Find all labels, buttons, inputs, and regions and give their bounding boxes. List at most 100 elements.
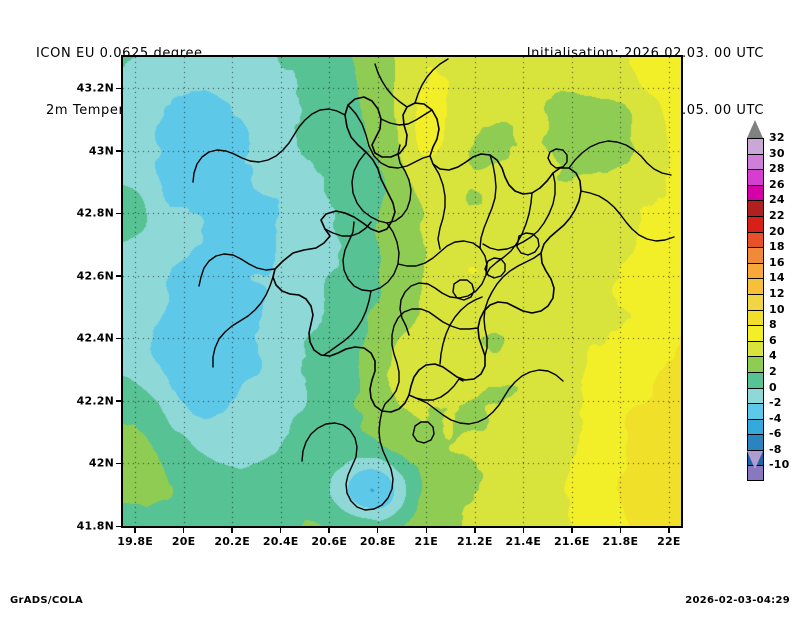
colorbar-swatch: 20 — [747, 225, 785, 248]
y-tick-mark — [116, 275, 121, 277]
colorbar-swatch: 4 — [747, 349, 777, 372]
colorbar-tick-label: 22 — [769, 208, 785, 222]
x-tick-label: 19.8E — [117, 535, 153, 548]
colorbar-swatch: 12 — [747, 287, 785, 310]
footer-producer: GrADS/COLA — [10, 595, 83, 606]
footer-timestamp: 2026-02-03-04:29 — [685, 595, 790, 606]
colorbar-tick-label: 10 — [769, 302, 785, 316]
x-tick-mark — [425, 528, 427, 533]
x-tick-label: 21.8E — [602, 535, 639, 548]
colorbar-tick-label: 16 — [769, 255, 785, 269]
y-tick-mark — [116, 87, 121, 90]
colorbar-over-arrow — [747, 120, 763, 138]
x-tick-label: 21.6E — [553, 535, 590, 548]
y-tick-mark — [116, 150, 121, 152]
neighbour-border-north — [198, 253, 276, 287]
y-tick-label: 42.6N — [76, 269, 114, 283]
internal-border-4 — [342, 221, 400, 292]
colorbar-swatch: 6 — [747, 334, 777, 357]
colorbar-swatch: -4 — [747, 412, 781, 435]
x-tick-label: 20E — [171, 535, 196, 548]
neighbour-border-south — [301, 410, 394, 511]
colorbar-swatch: 8 — [747, 318, 777, 341]
colorbar-tick-label: 6 — [769, 333, 777, 347]
x-tick-label: 21E — [414, 535, 438, 548]
y-tick-label: 42.8N — [76, 206, 114, 220]
y-tick-label: 42.4N — [76, 331, 114, 345]
x-tick-label: 20.2E — [214, 535, 250, 548]
x-tick-mark — [522, 528, 525, 533]
colorbar-tick-label: -4 — [769, 411, 782, 425]
colorbar-tick-label: 14 — [769, 271, 785, 285]
colorbar-swatch: 28 — [747, 162, 785, 185]
colorbar-tick-label: 8 — [769, 318, 777, 332]
x-tick-label: 22E — [657, 535, 681, 548]
x-tick-mark — [619, 528, 622, 533]
colorbar-tick-label: 12 — [769, 286, 785, 300]
y-tick-label: 41.8N — [76, 519, 114, 533]
colorbar-swatch: 18 — [747, 240, 785, 263]
y-tick-mark — [116, 400, 121, 402]
colorbar-tick-label: -6 — [769, 427, 782, 441]
x-tick-label: 20.6E — [311, 535, 348, 548]
y-tick-label: 42N — [88, 456, 114, 470]
colorbar-swatch: 16 — [747, 256, 785, 279]
x-tick-mark — [231, 528, 233, 533]
internal-border-9 — [485, 192, 533, 276]
enclave-3 — [484, 257, 506, 279]
neighbour-border-west — [212, 276, 274, 368]
colorbar-tick-label: 26 — [769, 177, 785, 191]
internal-border-7 — [432, 163, 446, 250]
colorbar-swatch: 10 — [747, 303, 785, 326]
colorbar-tick-label: 2 — [769, 364, 777, 378]
kosovo-border — [272, 96, 582, 413]
colorbar-swatch: -6 — [747, 427, 781, 450]
colorbar-tick-label: -8 — [769, 442, 782, 456]
colorbar-tick-label: 18 — [769, 240, 785, 254]
internal-border-13 — [323, 290, 372, 356]
y-tick-label: 43N — [88, 144, 114, 158]
internal-border-12 — [381, 308, 479, 412]
internal-border-14 — [439, 296, 483, 365]
x-tick-mark — [279, 528, 282, 533]
internal-border-10 — [482, 172, 556, 251]
internal-border-6 — [397, 240, 488, 336]
y-tick-mark — [116, 525, 121, 527]
enclave-5 — [547, 148, 568, 169]
x-tick-mark — [182, 528, 185, 533]
colorbar-swatch: 22 — [747, 209, 785, 232]
colorbar-swatch: 24 — [747, 193, 785, 216]
internal-border-3 — [351, 144, 412, 224]
x-tick-label: 21.4E — [505, 535, 542, 548]
colorbar-swatch: 32 — [747, 131, 785, 154]
x-tick-label: 21.2E — [456, 535, 493, 548]
internal-border-15 — [408, 378, 464, 401]
colorbar-tick-label: 30 — [769, 146, 785, 160]
temperature-field — [123, 57, 681, 526]
colorbar-tick-label: -10 — [769, 458, 790, 472]
colorbar-tick-label: 28 — [769, 162, 785, 176]
y-tick-mark — [116, 212, 121, 215]
colorbar-tick-label: 4 — [769, 349, 777, 363]
colorbar-swatch: 26 — [747, 178, 785, 201]
x-tick-label: 20.8E — [359, 535, 396, 548]
y-tick-label: 42.2N — [76, 394, 114, 408]
enclave-1 — [516, 232, 540, 256]
colorbar-swatch: 2 — [747, 365, 777, 388]
internal-border-2 — [380, 109, 433, 126]
map-plot-area[interactable] — [121, 55, 683, 528]
y-tick-mark — [116, 337, 121, 340]
colorbar-tick-label: 32 — [769, 131, 785, 144]
enclave-4 — [412, 421, 435, 444]
colorbar-tick-label: 0 — [769, 380, 777, 394]
x-tick-mark — [134, 528, 136, 533]
internal-border-1 — [347, 104, 431, 169]
x-tick-label: 20.4E — [262, 535, 299, 548]
neighbour-border-far-north — [414, 58, 449, 104]
internal-border-5 — [324, 221, 372, 237]
x-tick-mark — [474, 528, 476, 533]
x-tick-mark — [668, 528, 670, 533]
colorbar[interactable]: 32 30 28 26 24 22 20 18 16 14 12 10 8 6 4 2 0 -2 -4 -6 -8 -10 — [747, 131, 789, 482]
enclave-2 — [452, 279, 475, 301]
internal-border-11 — [483, 252, 542, 357]
